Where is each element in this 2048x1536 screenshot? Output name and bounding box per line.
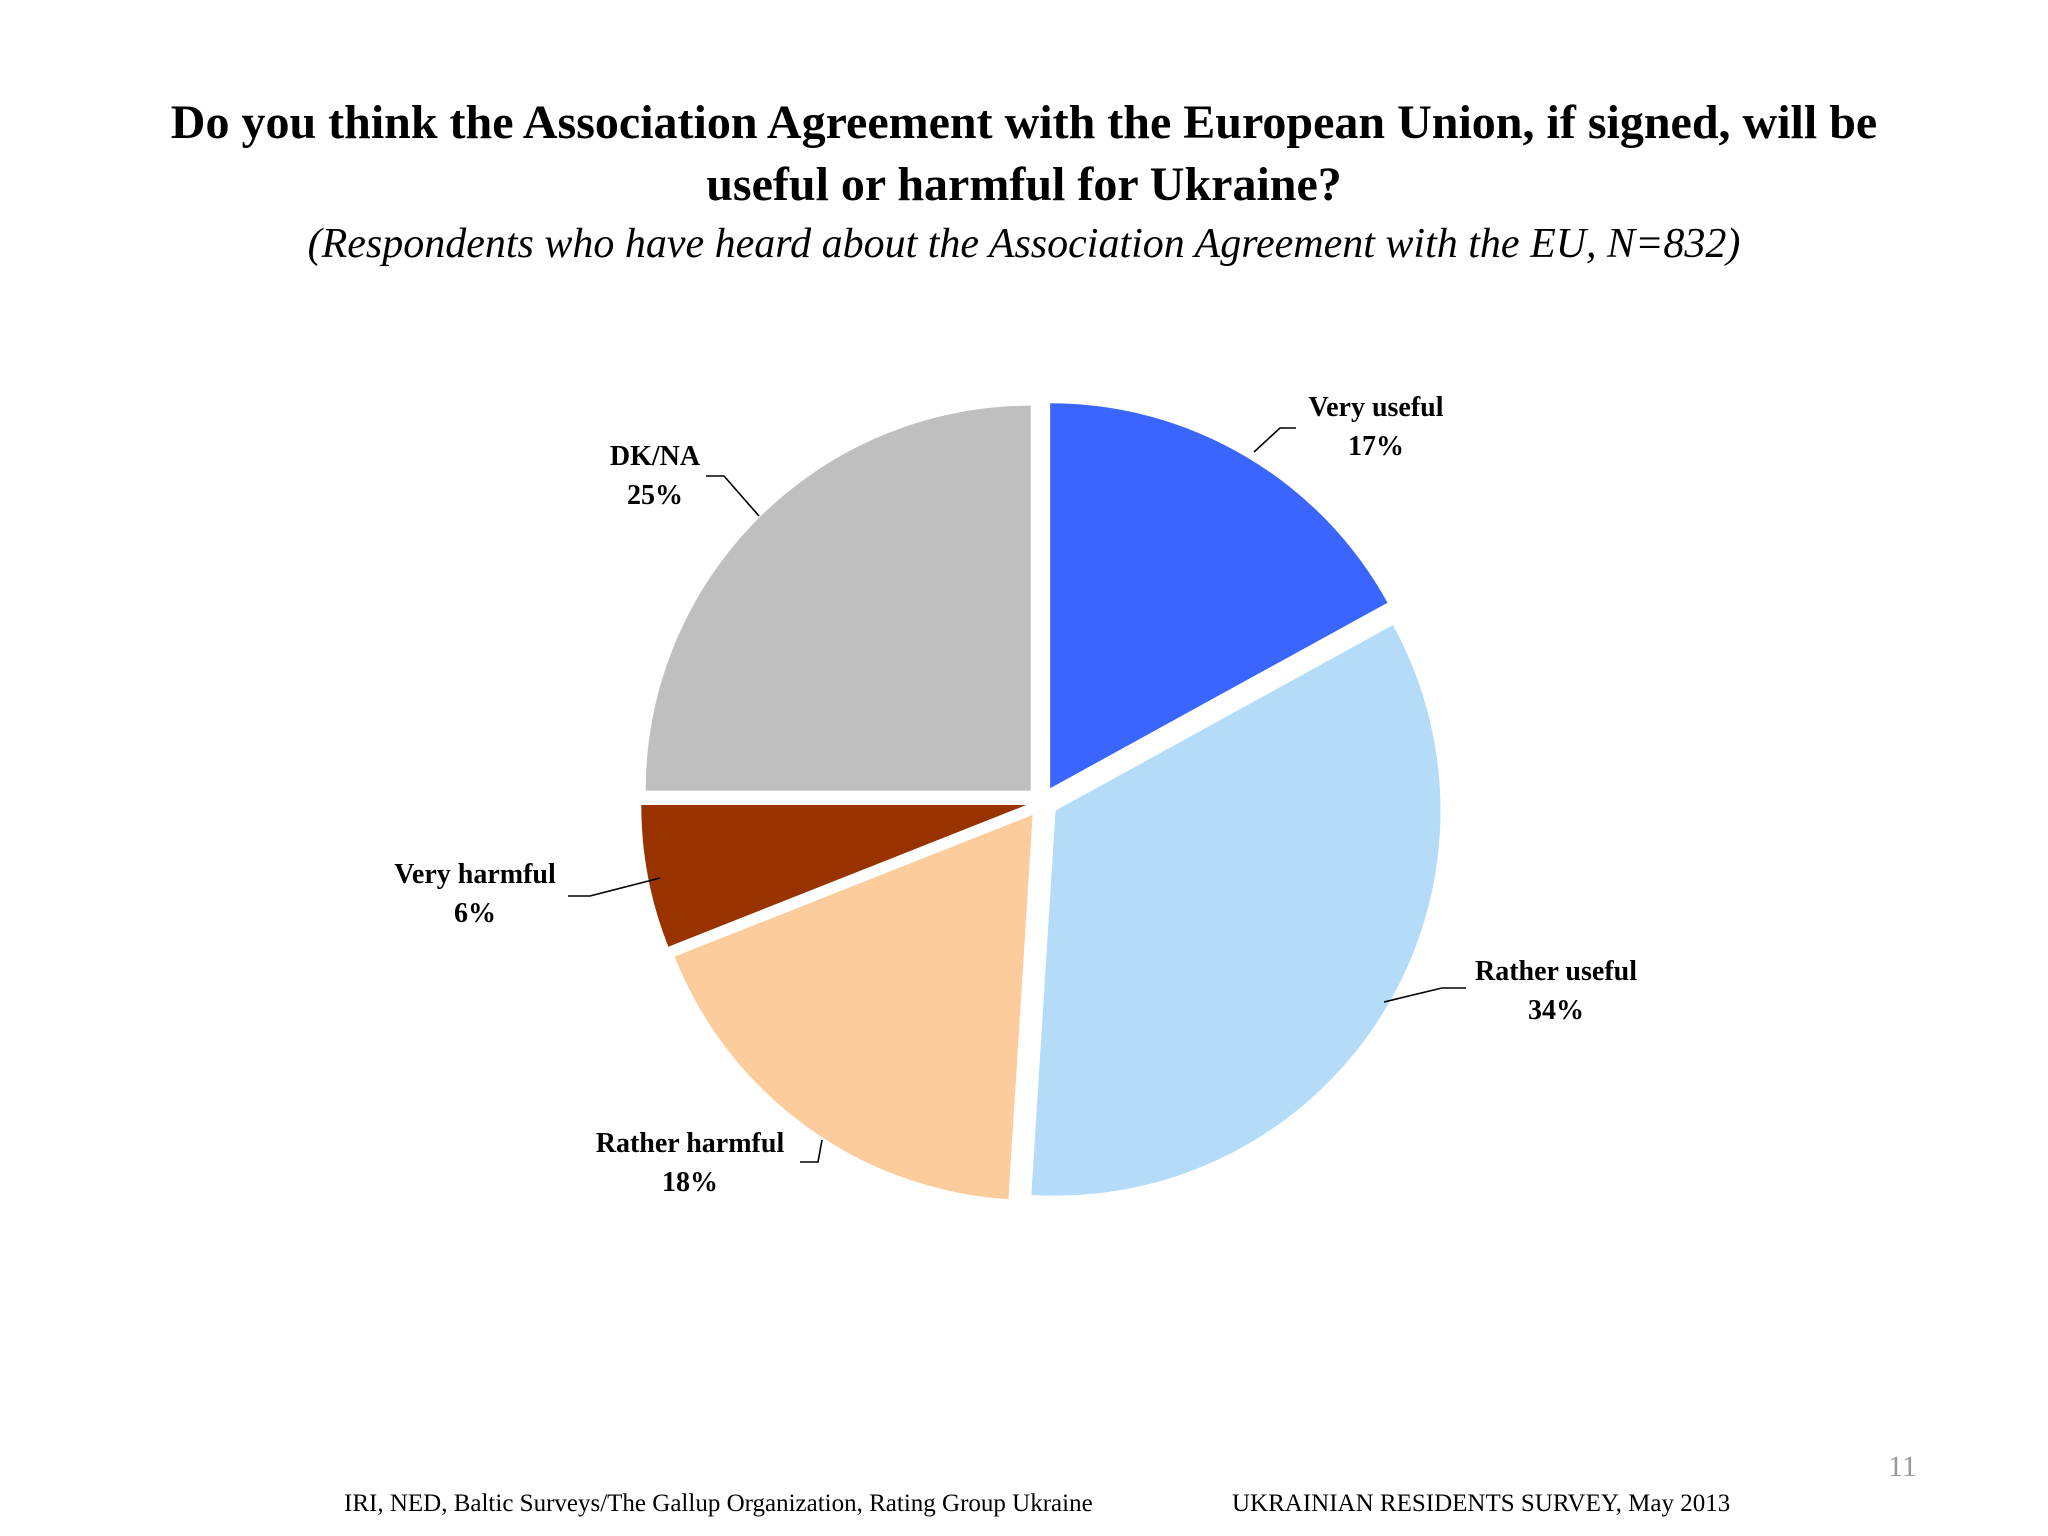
footer-source: IRI, NED, Baltic Surveys/The Gallup Orga…	[344, 1490, 1093, 1517]
slice-value-label: 17%	[1348, 431, 1404, 462]
chart-title: Do you think the Association Agreement w…	[0, 92, 2048, 216]
chart-title-line-1: Do you think the Association Agreement w…	[170, 96, 1878, 149]
slice-label: Rather useful	[1475, 956, 1637, 987]
chart-subtitle: (Respondents who have heard about the As…	[307, 221, 1741, 267]
pie-slice-rather-useful	[1031, 625, 1441, 1196]
pie-slice-dk-na	[645, 405, 1031, 791]
slice-value-label: 34%	[1528, 995, 1584, 1026]
slice-value-label: 18%	[662, 1167, 718, 1198]
chart-title-line-2: useful or harmful for Ukraine?	[706, 158, 1342, 211]
slice-label: DK/NA	[610, 441, 701, 472]
leader-line	[800, 1139, 823, 1163]
slice-label: Very harmful	[394, 859, 556, 890]
footer-survey: UKRAINIAN RESIDENTS SURVEY, May 2013	[1232, 1490, 1731, 1517]
slice-value-label: 6%	[454, 898, 496, 929]
leader-line	[1253, 427, 1296, 453]
slice-value-label: 25%	[627, 480, 683, 511]
leader-line	[568, 877, 661, 897]
pie-slice-very-harmful	[641, 804, 1027, 947]
slice-label: Very useful	[1308, 392, 1443, 423]
leader-line	[706, 475, 760, 517]
pie-slice-rather-harmful	[674, 814, 1033, 1200]
page-number: 11	[1888, 1450, 1917, 1483]
slice-label: Rather harmful	[596, 1128, 785, 1159]
pie-slice-very-useful	[1050, 403, 1388, 789]
leader-line	[1383, 987, 1466, 1003]
